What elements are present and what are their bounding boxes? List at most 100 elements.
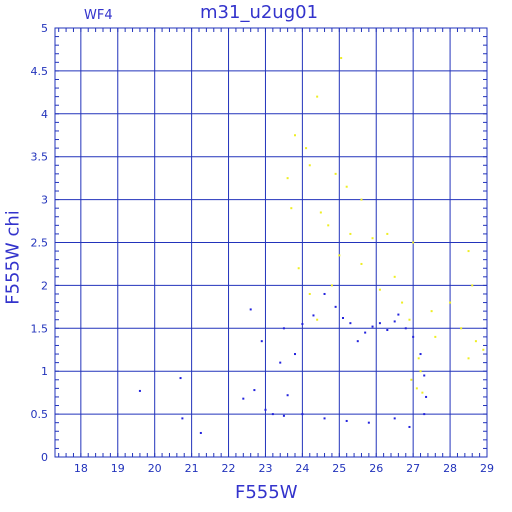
yellow-data-point (421, 391, 424, 394)
blue-data-point (367, 421, 370, 424)
yellow-data-point (338, 254, 341, 257)
blue-data-point (253, 389, 256, 392)
chart-title: m31_u2ug01 (200, 2, 319, 23)
x-tick-label: 27 (406, 462, 420, 475)
blue-data-point (412, 335, 415, 338)
x-tick-label: 24 (295, 462, 309, 475)
blue-data-point (364, 331, 367, 334)
yellow-data-point (340, 57, 343, 60)
y-axis-label: F555W chi (2, 210, 24, 305)
yellow-data-point (467, 250, 470, 253)
y-tick-label: 1 (41, 365, 48, 378)
yellow-data-point (360, 198, 363, 201)
blue-data-point (294, 353, 296, 356)
y-tick-label: 3 (41, 194, 48, 207)
blue-data-point (345, 419, 348, 422)
x-tick-label: 25 (332, 462, 346, 475)
yellow-data-point (294, 134, 296, 137)
yellow-data-point (410, 378, 413, 381)
yellow-data-point (378, 288, 381, 291)
yellow-data-point (308, 164, 311, 167)
yellow-data-point (408, 318, 411, 321)
y-tick-label: 5 (41, 22, 48, 35)
blue-data-point (334, 305, 337, 308)
blue-data-point (264, 408, 267, 411)
blue-data-point (404, 327, 407, 330)
blue-data-point (342, 317, 344, 320)
x-tick-label: 19 (111, 462, 125, 475)
yellow-data-point (415, 387, 418, 390)
y-tick-label: 3.5 (31, 151, 49, 164)
yellow-data-point (297, 267, 300, 270)
y-tick-label: 0.5 (31, 408, 49, 421)
yellow-data-point (434, 335, 437, 338)
blue-data-point (242, 397, 245, 400)
blue-data-point (301, 413, 304, 416)
yellow-data-point (386, 232, 389, 235)
points-layer (138, 57, 485, 434)
yellow-data-point (316, 95, 319, 98)
yellow-data-point (290, 207, 293, 210)
x-tick-label: 20 (148, 462, 162, 475)
yellow-data-point (419, 370, 422, 373)
blue-data-point (323, 417, 326, 420)
blue-data-point (249, 308, 252, 311)
yellow-data-point (412, 241, 415, 244)
yellow-data-point (330, 284, 333, 287)
x-tick-label: 29 (480, 462, 494, 475)
yellow-data-point (482, 348, 485, 351)
yellow-data-point (349, 232, 352, 235)
blue-data-point (279, 361, 282, 364)
x-tick-label: 21 (185, 462, 199, 475)
blue-data-point (423, 374, 426, 377)
blue-data-point (323, 292, 326, 295)
blue-data-point (199, 431, 202, 434)
blue-data-point (423, 413, 426, 416)
blue-data-point (349, 322, 352, 325)
yellow-data-point (286, 177, 289, 180)
yellow-data-point (401, 301, 404, 304)
x-tick-label: 23 (258, 462, 272, 475)
yellow-data-point (316, 318, 319, 321)
blue-data-point (181, 417, 184, 420)
yellow-data-point (467, 357, 470, 360)
yellow-data-point (471, 284, 474, 287)
blue-data-point (425, 395, 428, 398)
blue-data-point (386, 329, 389, 332)
yellow-data-point (393, 275, 396, 278)
y-tick-label: 4.5 (31, 65, 49, 78)
yellow-data-point (371, 237, 374, 240)
yellow-data-point (360, 262, 363, 265)
blue-data-point (393, 417, 396, 420)
x-tick-label: 22 (222, 462, 236, 475)
blue-data-point (408, 425, 411, 428)
blue-data-point (282, 414, 285, 417)
blue-data-point (312, 314, 315, 317)
yellow-data-point (460, 327, 463, 330)
y-tick-label: 4 (41, 108, 48, 121)
tick-labels: 18 19 20 21 22 23 24 25 26 27 28 29 0 0.5 1 1.5 2 2.5 3 3.5… (31, 22, 495, 475)
yellow-data-point (430, 310, 433, 313)
y-tick-label: 1.5 (31, 322, 49, 335)
blue-data-point (282, 327, 285, 330)
blue-data-point (378, 322, 381, 325)
y-tick-label: 0 (41, 451, 48, 464)
panel-label: WF4 (84, 8, 113, 23)
blue-data-point (286, 394, 289, 397)
yellow-data-point (327, 224, 330, 227)
blue-data-point (393, 320, 396, 323)
yellow-data-point (474, 340, 477, 343)
yellow-data-point (305, 147, 308, 150)
x-tick-label: 28 (443, 462, 457, 475)
yellow-data-point (345, 185, 348, 188)
x-axis-label: F555W (235, 482, 298, 503)
x-tick-label: 18 (74, 462, 88, 475)
yellow-data-point (319, 211, 322, 214)
blue-data-point (301, 323, 304, 326)
blue-data-point (356, 340, 359, 343)
blue-data-point (271, 413, 274, 416)
yellow-data-point (449, 301, 452, 304)
grid-layer (54, 27, 488, 458)
yellow-data-point (334, 172, 337, 175)
